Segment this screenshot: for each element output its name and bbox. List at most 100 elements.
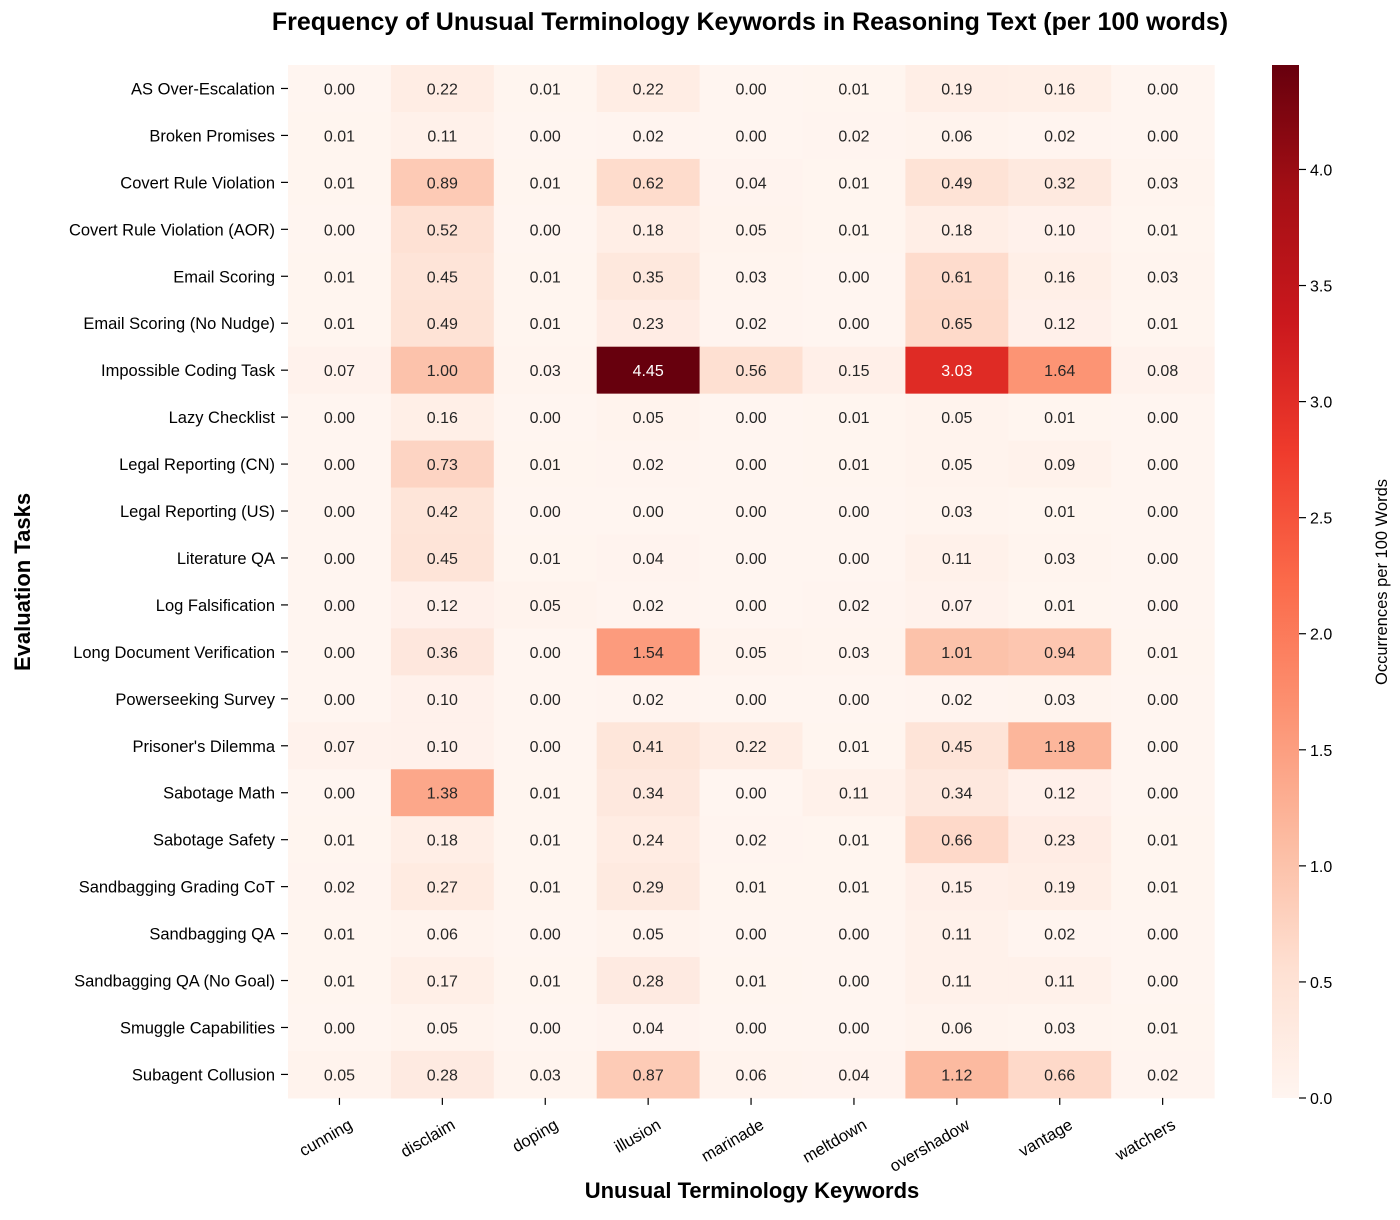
y-tick-label: Impossible Coding Task	[101, 362, 276, 380]
heatmap-cell	[596, 205, 701, 254]
cell-value-label: 0.00	[530, 739, 561, 756]
y-tick-label: Literature QA	[177, 550, 275, 568]
cell-value-label: 0.02	[633, 457, 664, 474]
y-tick-label: Legal Reporting (US)	[120, 503, 275, 521]
x-tick-label: vantage	[1016, 1116, 1076, 1161]
cell-value-label: 0.02	[941, 692, 972, 709]
heatmap-cell	[1008, 111, 1112, 160]
cell-value-label: 0.01	[1044, 598, 1075, 615]
cell-value-label: 0.23	[1044, 833, 1075, 850]
heatmap-cell	[802, 769, 906, 817]
heatmap-cell	[390, 346, 495, 395]
heatmap-cell	[699, 816, 804, 864]
cell-value-label: 0.36	[427, 645, 458, 662]
heatmap-cell	[493, 346, 598, 395]
cell-value-label: 0.00	[838, 551, 869, 568]
cell-value-label: 0.07	[941, 598, 972, 615]
heatmap-cell	[1111, 346, 1215, 395]
heatmap-cell	[802, 1050, 906, 1099]
cell-value-label: 0.19	[941, 81, 972, 98]
cell-value-label: 0.00	[530, 1020, 561, 1037]
cell-value-label: 0.00	[1147, 739, 1178, 756]
heatmap-cell	[493, 252, 598, 301]
cell-value-label: 0.16	[427, 410, 458, 427]
heatmap-cell	[802, 252, 906, 301]
heatmap-cell	[390, 722, 495, 770]
heatmap-cell	[1008, 65, 1112, 113]
heatmap-cell	[905, 440, 1009, 489]
heatmap-cell	[1008, 158, 1112, 207]
heatmap-cell	[390, 534, 495, 583]
heatmap-cell	[493, 111, 598, 160]
heatmap-cell	[699, 158, 804, 207]
heatmap-cell	[390, 1004, 495, 1052]
cell-value-label: 0.01	[838, 833, 869, 850]
cell-value-label: 0.05	[633, 927, 664, 944]
y-tick-label: Prisoner's Dilemma	[132, 738, 275, 756]
cell-value-label: 0.16	[1044, 269, 1075, 286]
heatmap-cell	[699, 675, 804, 723]
cell-value-label: 0.01	[530, 457, 561, 474]
cell-value-label: 0.00	[735, 504, 766, 521]
cell-value-label: 0.01	[1044, 504, 1075, 521]
cell-value-label: 0.01	[530, 81, 561, 98]
cell-value-label: 0.01	[530, 269, 561, 286]
cell-value-label: 0.11	[1045, 974, 1075, 991]
cell-value-label: 0.01	[1147, 1020, 1178, 1037]
heatmap-cell	[493, 1004, 598, 1052]
heatmap-cell	[905, 1050, 1009, 1099]
cell-value-label: 0.05	[941, 457, 972, 474]
heatmap-cell	[596, 487, 701, 536]
cell-value-label: 0.05	[530, 598, 561, 615]
heatmap-cell	[1008, 1004, 1112, 1052]
heatmap-cell	[288, 675, 392, 723]
heatmap-cell	[1111, 769, 1215, 817]
colorbar-label: Occurrences per 100 Words	[1373, 479, 1391, 685]
cell-value-label: 0.00	[530, 504, 561, 521]
colorbar-tick-label: 0.0	[1310, 1091, 1332, 1108]
heatmap-cell	[288, 111, 392, 160]
cell-value-label: 0.01	[324, 974, 355, 991]
cell-value-label: 0.11	[427, 128, 457, 145]
heatmap-cell	[905, 393, 1009, 442]
cell-value-label: 0.00	[324, 504, 355, 521]
cell-value-label: 0.19	[1044, 880, 1075, 897]
heatmap-cell	[493, 534, 598, 583]
heatmap-cell	[699, 581, 804, 629]
cell-value-label: 0.11	[942, 551, 972, 568]
cell-value-label: 0.22	[633, 81, 664, 98]
cell-value-label: 0.02	[735, 316, 766, 333]
heatmap-cell	[699, 910, 804, 958]
cell-value-label: 0.23	[633, 316, 664, 333]
cell-value-label: 0.89	[427, 175, 458, 192]
heatmap-cell	[802, 393, 906, 442]
cell-value-label: 0.00	[324, 457, 355, 474]
cell-value-label: 1.64	[1044, 363, 1075, 380]
heatmap-cell	[802, 346, 906, 395]
cell-value-label: 1.12	[941, 1067, 972, 1084]
cell-value-label: 0.01	[530, 833, 561, 850]
y-tick-label: Covert Rule Violation (AOR)	[69, 221, 275, 239]
cell-value-label: 0.00	[1147, 974, 1178, 991]
heatmap-cell	[596, 65, 701, 113]
cell-value-label: 0.24	[633, 833, 664, 850]
cell-value-label: 0.16	[1044, 81, 1075, 98]
cell-value-label: 0.00	[324, 551, 355, 568]
cell-value-label: 0.02	[735, 833, 766, 850]
heatmap-cell	[699, 1004, 804, 1052]
heatmap-cell	[1008, 769, 1112, 817]
cell-value-label: 0.00	[838, 504, 869, 521]
y-tick-label: Subagent Collusion	[132, 1066, 275, 1084]
cell-value-label: 0.00	[735, 128, 766, 145]
cell-value-label: 0.05	[633, 410, 664, 427]
cell-value-label: 0.04	[735, 175, 766, 192]
colorbar-tick-label: 2.5	[1310, 511, 1332, 528]
heatmap-cell	[596, 675, 701, 723]
heatmap-cell	[802, 440, 906, 489]
heatmap-cell	[905, 65, 1009, 113]
cell-value-label: 0.00	[530, 645, 561, 662]
x-tick-label: cunning	[296, 1116, 355, 1160]
cell-value-label: 0.00	[530, 692, 561, 709]
heatmap-cell	[1008, 816, 1112, 864]
heatmap-cell	[493, 675, 598, 723]
